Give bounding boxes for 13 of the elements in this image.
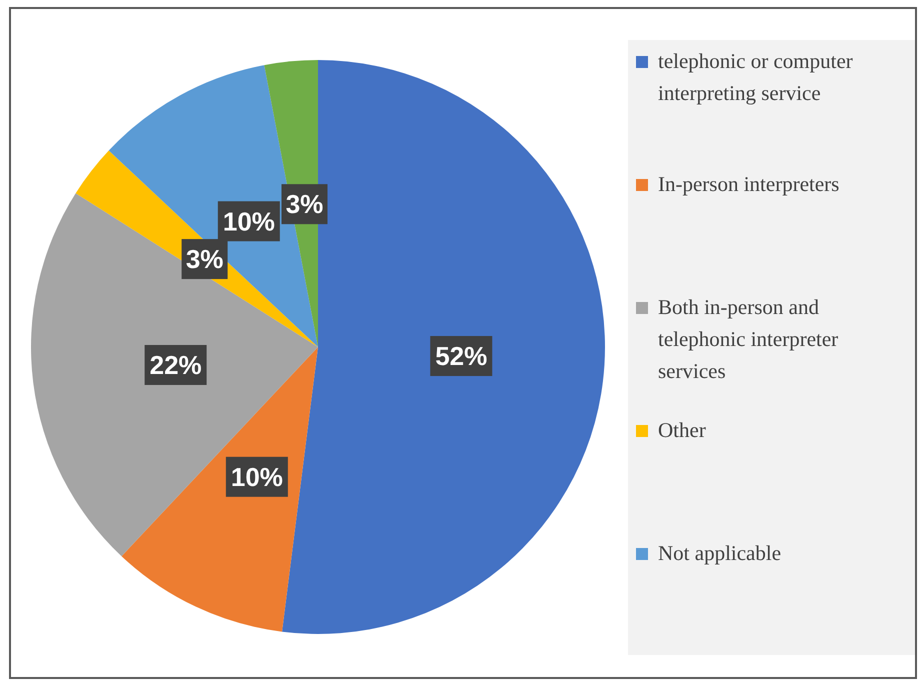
pie-slice — [282, 60, 604, 634]
pie-slice — [122, 347, 318, 632]
legend-label: Other — [658, 418, 706, 442]
legend-label: In-person interpreters — [658, 172, 840, 196]
legend-label: Both in-person and telephonic interpreter services — [658, 295, 838, 383]
data-label: 52% — [435, 341, 488, 372]
data-label: 3% — [186, 244, 224, 274]
legend-label: Not applicable — [658, 541, 782, 565]
data-label: 22% — [150, 350, 202, 380]
legend-label: telephonic or computer interpreting service — [658, 49, 853, 105]
data-label: 3% — [286, 189, 324, 220]
data-label: 10% — [230, 462, 283, 492]
data-label: 10% — [222, 206, 275, 236]
